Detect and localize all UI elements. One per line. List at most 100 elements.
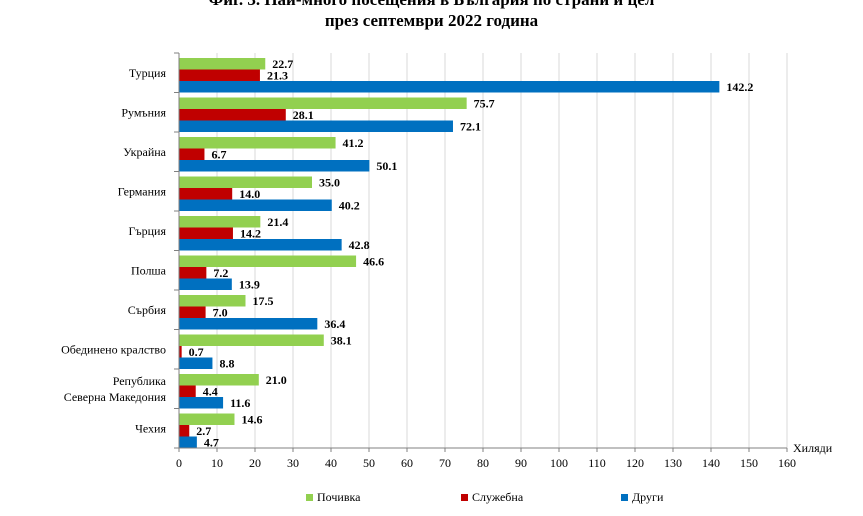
bar-Почивка <box>179 413 235 425</box>
data-label: 2.7 <box>196 424 211 438</box>
data-label: 72.1 <box>460 119 481 133</box>
data-label: 7.0 <box>213 305 228 319</box>
bar-Служебна <box>179 425 190 437</box>
x-tick-label: 140 <box>702 456 720 470</box>
category-label: Полша <box>131 263 167 277</box>
legend-swatch <box>461 493 468 501</box>
legend-item: Почивка <box>306 489 360 505</box>
legend-label: Други <box>632 489 664 504</box>
data-label: 75.7 <box>474 96 495 110</box>
bar-Почивка <box>179 58 266 70</box>
data-label: 14.0 <box>239 187 260 201</box>
data-label: 41.2 <box>343 136 364 150</box>
data-label: 36.4 <box>324 317 345 331</box>
bar-Почивка <box>179 255 357 267</box>
data-label: 142.2 <box>726 80 753 94</box>
bar-Служебна <box>179 306 206 318</box>
bar-Други <box>179 436 197 448</box>
x-tick-label: 150 <box>740 456 758 470</box>
bar-Почивка <box>179 216 261 228</box>
x-tick-label: 110 <box>588 456 606 470</box>
data-label: 46.6 <box>363 254 384 268</box>
bar-Други <box>179 120 453 132</box>
x-tick-label: 120 <box>626 456 644 470</box>
bar-Други <box>179 239 342 251</box>
data-label: 8.8 <box>219 356 234 370</box>
data-label: 14.6 <box>241 412 262 426</box>
chart-title-line-1: Фиг. 3. Най-много посещения в България п… <box>0 0 863 11</box>
legend-label: Служебна <box>472 489 524 504</box>
bar-Служебна <box>179 109 286 121</box>
category-label: Северна Македония <box>64 390 167 404</box>
data-label: 21.3 <box>267 68 288 82</box>
category-label: Германия <box>118 184 167 198</box>
x-tick-label: 70 <box>439 456 451 470</box>
data-label: 35.0 <box>319 175 340 189</box>
bar-Почивка <box>179 334 324 346</box>
bar-Почивка <box>179 97 467 109</box>
bar-Други <box>179 81 720 93</box>
data-label: 40.2 <box>339 198 360 212</box>
bar-Други <box>179 199 332 211</box>
x-tick-label: 80 <box>477 456 489 470</box>
x-tick-label: 40 <box>325 456 337 470</box>
x-axis-label: Хиляди <box>793 441 833 455</box>
category-label: Чехия <box>135 421 166 435</box>
x-tick-label: 10 <box>211 456 223 470</box>
data-label: 42.8 <box>349 238 370 252</box>
bar-Почивка <box>179 137 336 149</box>
legend-swatch <box>306 493 313 501</box>
x-tick-label: 100 <box>550 456 568 470</box>
bar-Други <box>179 160 370 172</box>
bar-Други <box>179 318 318 330</box>
category-label: Турция <box>129 66 167 80</box>
data-label: 17.5 <box>253 294 274 308</box>
legend-swatch <box>621 493 628 501</box>
category-label: Гърция <box>128 224 166 238</box>
data-label: 50.1 <box>376 159 397 173</box>
data-label: 14.2 <box>240 226 261 240</box>
bar-Служебна <box>179 69 260 81</box>
x-tick-label: 20 <box>249 456 261 470</box>
data-label: 7.2 <box>213 266 228 280</box>
data-label: 22.7 <box>272 57 293 71</box>
bar-Други <box>179 397 224 409</box>
x-tick-label: 50 <box>363 456 375 470</box>
data-label: 6.7 <box>211 147 226 161</box>
chart-title-line-2: през септември 2022 година <box>324 11 539 30</box>
data-label: 38.1 <box>331 333 352 347</box>
bar-Служебна <box>179 188 233 200</box>
data-label: 21.4 <box>267 215 288 229</box>
data-label: 11.6 <box>230 396 250 410</box>
category-label: Сърбия <box>128 303 167 317</box>
x-tick-label: 90 <box>515 456 527 470</box>
bar-Други <box>179 278 232 290</box>
data-label: 28.1 <box>293 108 314 122</box>
data-label: 0.7 <box>189 345 204 359</box>
data-label: 21.0 <box>266 373 287 387</box>
category-label: Обединено кралство <box>61 342 166 356</box>
x-tick-label: 130 <box>664 456 682 470</box>
bar-Служебна <box>179 148 205 160</box>
bar-Служебна <box>179 267 207 279</box>
data-label: 13.9 <box>239 277 260 291</box>
legend-label: Почивка <box>317 489 361 504</box>
category-label: Украйна <box>123 145 166 159</box>
x-tick-label: 0 <box>176 456 182 470</box>
x-tick-label: 60 <box>401 456 413 470</box>
x-tick-label: 30 <box>287 456 299 470</box>
legend-item: Служебна <box>461 489 523 505</box>
x-tick-label: 160 <box>778 456 796 470</box>
category-label: Република <box>113 374 167 388</box>
bar-Почивка <box>179 176 312 188</box>
category-label: Румъния <box>121 105 166 119</box>
data-label: 4.4 <box>203 384 218 398</box>
data-label: 4.7 <box>204 435 219 449</box>
bar-Почивка <box>179 295 246 307</box>
legend-item: Други <box>621 489 663 505</box>
bar-Служебна <box>179 227 233 239</box>
bar-Служебна <box>179 346 182 358</box>
bar-Служебна <box>179 385 196 397</box>
bar-Почивка <box>179 374 259 386</box>
